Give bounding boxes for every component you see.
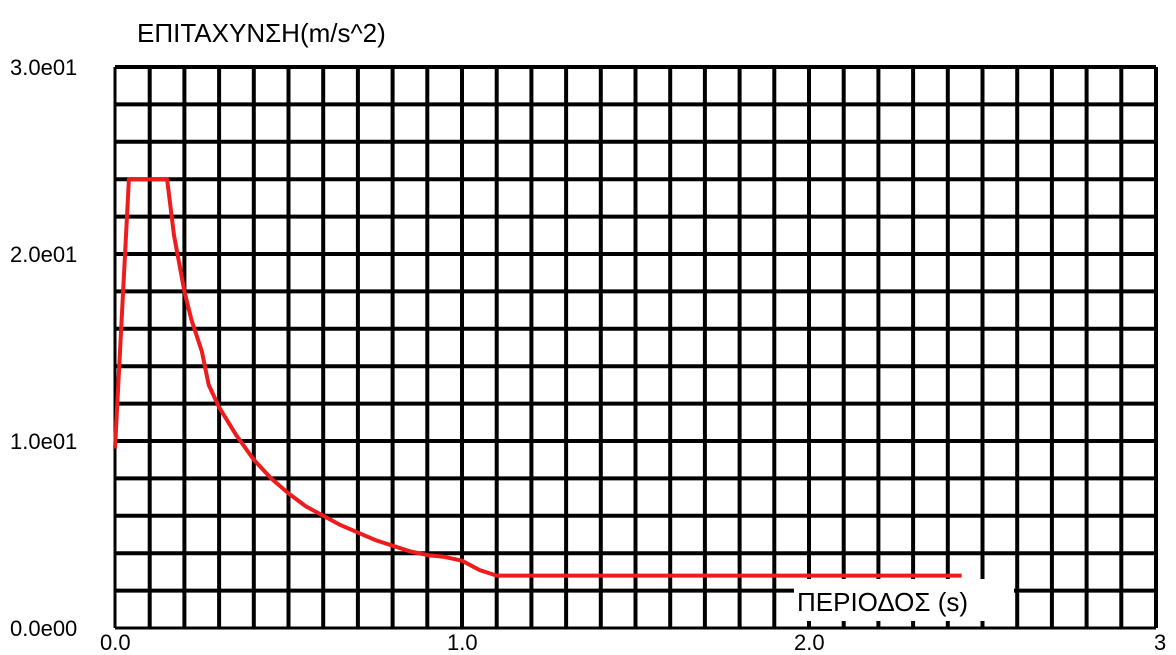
x-axis-title-background [794,579,1014,621]
x-tick-label: 3 [1154,630,1166,655]
horizontal-gridlines [115,65,1156,630]
x-tick-label: 2.0 [794,630,825,655]
series-line [113,177,962,578]
y-tick-labels: 0.0e00 1.0e01 2.0e01 3.0e01 [10,55,77,641]
x-axis-title-group: ΠΕΡΙΟΔΟΣ (s) [794,579,1014,621]
x-tick-labels: 0.0 1.0 2.0 3 [100,630,1166,655]
x-axis-title: ΠΕΡΙΟΔΟΣ (s) [797,587,968,617]
x-tick-label: 0.0 [100,630,131,655]
y-tick-label: 1.0e01 [10,429,77,454]
y-tick-label: 2.0e01 [10,242,77,267]
x-tick-label: 1.0 [447,630,478,655]
y-tick-label: 0.0e00 [10,616,77,641]
y-axis-title: ΕΠΙΤΑΧΥΝΣΗ(m/s^2) [137,18,386,48]
vertical-gridlines [113,67,1158,628]
y-tick-label: 3.0e01 [10,55,77,80]
